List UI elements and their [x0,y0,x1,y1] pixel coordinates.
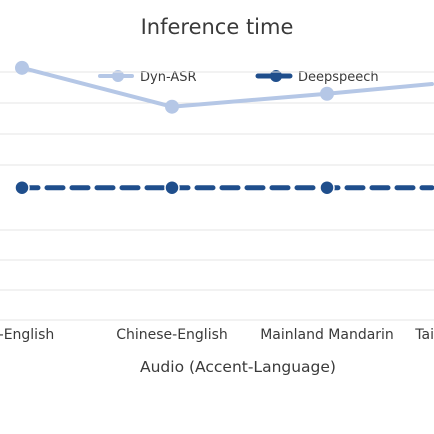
x-tick-labels: S-English Chinese-English Mainland Mandari… [0,327,434,343]
dyn-asr-legend-marker [112,70,124,82]
deepspeech-legend-marker [270,70,282,82]
x-tick-label: Tai [414,327,434,343]
legend: Dyn-ASR Deepspeech [98,70,379,85]
dyn-asr-point-0 [15,60,29,75]
dyn-asr-legend-label: Dyn-ASR [140,70,197,85]
deepspeech-legend-label: Deepspeech [298,70,379,85]
x-tick-label: Chinese-English [116,327,228,343]
x-axis-label: Audio (Accent-Language) [140,358,336,376]
x-tick-label: S-English [0,327,54,343]
x-tick-label: Mainland Mandarin [260,327,394,343]
deepspeech-point-2 [319,179,335,196]
dyn-asr-point-1 [165,99,179,114]
series-markers [14,60,335,196]
series-lines [19,65,434,191]
gridlines [0,71,434,321]
deepspeech-point-0 [14,179,30,196]
dyn-asr-series-line [20,65,434,109]
chart-title: Inference time [141,15,294,39]
dyn-asr-point-2 [320,86,334,101]
deepspeech-point-1 [164,179,180,196]
